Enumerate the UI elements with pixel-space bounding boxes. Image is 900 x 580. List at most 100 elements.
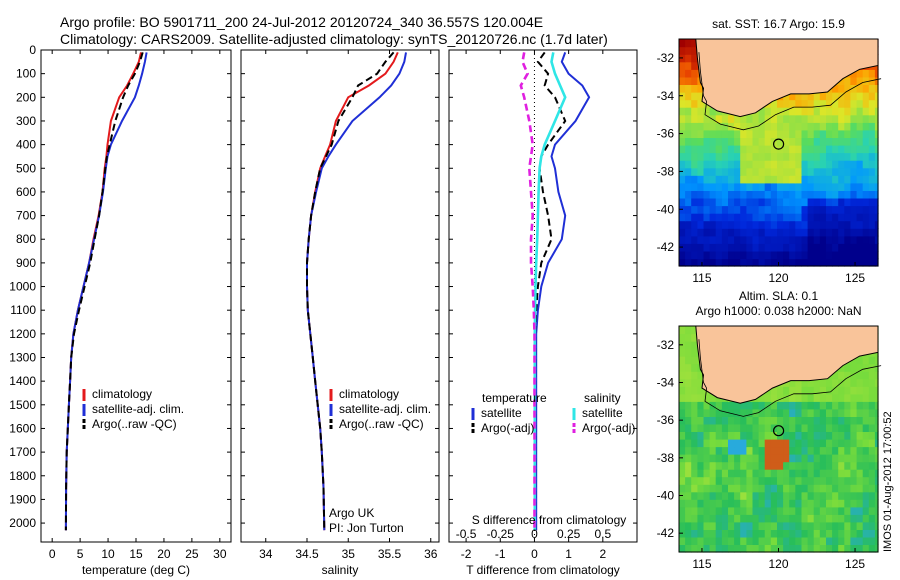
map-cell [740,439,747,448]
map-cell [697,499,705,508]
map-cell [807,220,815,229]
map-cell [746,175,754,184]
map-cell [874,167,879,176]
map-cell [868,144,876,154]
map-cell [746,408,754,417]
map-cell [697,386,705,395]
map-cell [691,416,698,425]
map-cell [832,393,839,402]
map-cell [801,235,809,244]
map-cell [844,476,851,485]
map-cell [783,152,790,161]
map-cell [764,114,772,123]
map-cell [789,454,796,463]
map-cell [685,446,692,455]
map-cell [874,213,879,222]
map-cell [685,348,692,357]
map-cell [801,476,809,485]
map-cell [734,506,741,515]
map-cell [868,129,876,138]
map-cell [795,461,802,470]
map-cell [819,499,827,508]
map-cell [856,476,864,485]
map-cell [679,39,686,48]
map-cell [752,469,760,478]
map-cell [826,129,833,138]
map-cell [764,416,772,425]
map-cell [850,491,858,500]
map-cell [721,408,729,417]
map-cell [813,213,821,222]
map-cell [770,408,778,417]
map-cell [838,144,845,154]
map-cell [721,235,729,244]
map-cell [807,235,815,244]
map-cell [862,137,870,146]
map-cell [832,461,839,470]
map-cell [728,197,735,207]
map-cell [770,491,778,500]
map-cell [709,137,717,146]
map-cell [734,536,741,545]
map-cell [850,506,858,515]
map-cell [764,182,772,191]
map-cell [715,197,723,207]
map-cell [874,205,879,214]
map-cell [715,228,723,237]
map-cell [715,461,723,470]
map-cell [758,499,766,508]
map-cell [697,484,705,493]
map-cell [709,521,717,530]
map-cell [819,190,827,199]
map-cell [856,250,864,260]
map-cell [819,92,827,101]
map-cell [868,175,876,184]
map-cell [862,408,870,417]
map-cell [764,401,772,410]
map-cell [703,401,711,410]
map-cell [679,521,686,530]
map-cell [770,461,778,470]
map-cell [752,514,760,523]
map-cell [783,491,790,500]
map-cell [795,129,802,138]
map-cell [764,536,772,545]
map-cell [758,129,766,138]
map-cell [801,439,809,448]
map-cell [728,122,735,131]
map-cell [703,461,711,470]
map-cell [758,491,766,500]
y-tick-label: 200 [16,90,36,104]
map-cell [777,197,784,207]
map-cell [740,408,747,417]
map-cell [844,469,851,478]
map-cell [850,469,858,478]
map-cell [697,129,705,138]
x-tick-label: 36 [424,547,438,561]
map-cell [728,461,735,470]
map-cell [874,544,879,553]
map-cell [728,235,735,244]
map-cell [752,213,760,222]
x-tick-label: 20 [157,547,171,561]
map-cell [685,514,692,523]
map-cell [874,137,879,146]
map-cell [801,228,809,237]
map-cell [844,529,851,538]
y-tick-label: 1800 [9,469,36,483]
salinity-panel: 34 34.5 35 35.5 36salinityclimatologysatelli… [240,49,440,577]
map-cell [850,536,858,545]
map-cell [734,190,741,199]
y-tick-label: 800 [16,232,36,246]
map-cell [764,454,772,463]
map-cell [783,469,790,478]
map-cell [783,408,790,417]
y-tick-label: 1200 [9,327,36,341]
map-cell [691,484,698,493]
map-cell [826,529,833,538]
map-cell [832,144,839,154]
map-cell [679,423,686,432]
map-cell [740,499,747,508]
map-cell [721,160,729,169]
map-cell [709,175,717,184]
